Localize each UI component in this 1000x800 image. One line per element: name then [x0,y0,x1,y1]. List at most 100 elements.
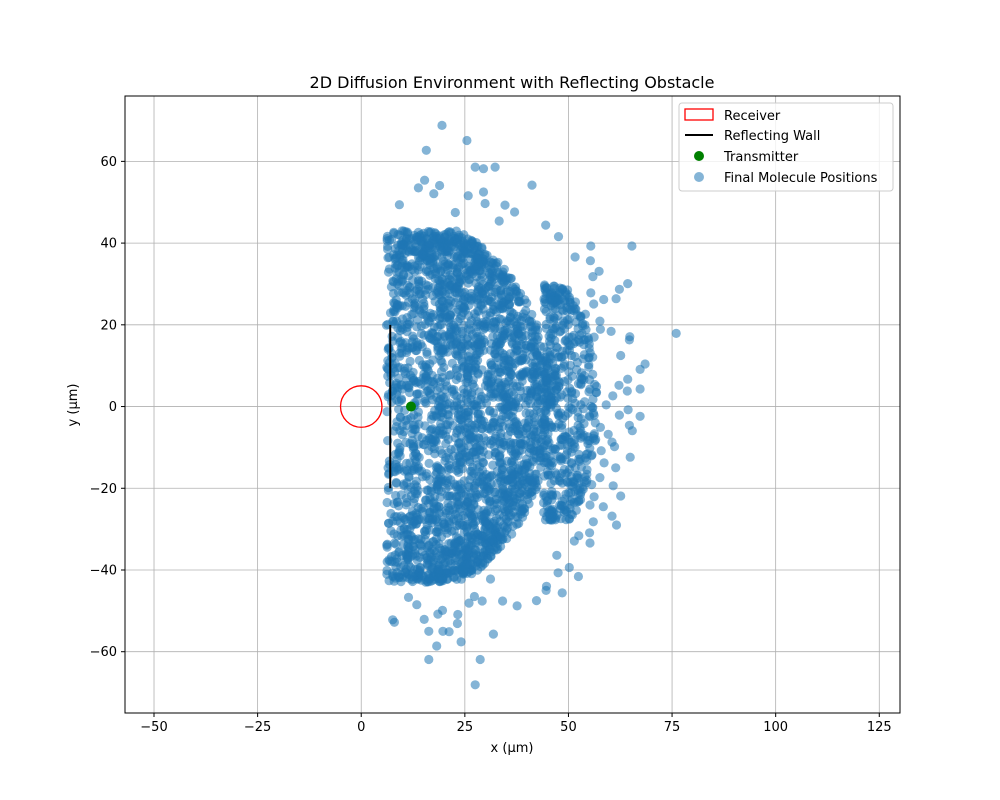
molecule-point [553,568,563,578]
molecule-point [625,452,635,462]
molecule-point [624,335,635,345]
molecule-point [437,286,447,296]
molecule-point [437,120,447,130]
molecule-point [611,520,622,530]
molecule-point [539,488,549,498]
molecule-point [419,301,429,311]
molecule-point [461,428,471,438]
molecule-point [512,382,522,392]
x-tick-label: −50 [140,720,167,735]
molecule-point [549,316,559,326]
molecule-point [580,309,591,319]
legend-wall-label: Reflecting Wall [724,129,820,144]
molecule-points [381,120,681,690]
molecule-point [470,680,480,690]
molecule-point [496,532,506,542]
molecule-point [570,304,580,314]
molecule-point [485,281,495,291]
molecule-point [627,241,637,251]
molecule-point [425,260,435,270]
molecule-point [525,430,535,440]
molecule-point [388,571,398,581]
molecule-point [491,261,502,271]
molecule-point [515,356,525,366]
molecule-point [454,464,464,474]
molecule-point [425,475,435,485]
molecule-point [387,557,397,567]
molecule-point [392,463,402,473]
molecule-point [403,534,413,544]
molecule-point [473,331,483,341]
molecule-point [418,439,428,449]
molecule-point [487,535,497,545]
molecule-point [574,479,584,489]
molecule-point [525,385,535,395]
molecule-point [635,364,645,374]
molecule-point [435,180,445,191]
molecule-point [419,614,429,625]
y-tick-label: 60 [100,155,117,170]
molecule-point [514,296,524,306]
molecule-point [398,275,408,285]
molecule-point [539,416,549,426]
molecule-point [426,384,436,394]
molecule-point [469,382,479,392]
molecule-point [410,448,421,458]
molecule-point [445,398,455,408]
molecule-point [456,637,466,647]
molecule-point [452,428,462,438]
molecule-point [608,391,618,401]
molecule-point [463,310,473,321]
molecule-point [479,324,489,334]
molecule-point [627,426,637,436]
molecule-point [531,478,541,488]
molecule-point [409,498,419,508]
molecule-point [541,376,551,386]
molecule-point [608,481,618,491]
molecule-point [572,470,582,480]
molecule-point [395,451,405,461]
molecule-point [578,354,588,364]
molecule-point [476,400,486,410]
molecule-point [545,351,555,361]
molecule-point [599,294,609,305]
molecule-point [550,444,560,454]
molecule-point [540,440,550,451]
receiver-circle [339,385,383,428]
molecule-point [461,490,472,500]
molecule-point [586,401,596,411]
molecule-point [402,465,412,475]
molecule-point [480,198,490,209]
molecule-point [463,270,473,280]
molecule-point [451,340,461,350]
molecule-point [488,460,498,470]
molecule-point [585,384,595,394]
molecule-point [452,618,462,629]
molecule-point [548,511,559,522]
molecule-point [467,569,477,579]
molecule-point [383,485,393,495]
molecule-point [445,333,455,343]
molecule-point [404,319,414,329]
molecule-point [446,510,456,520]
molecule-point [412,389,422,399]
molecule-point [495,516,505,526]
molecule-point [562,468,573,478]
molecule-point [504,300,515,310]
molecule-point [413,265,423,275]
molecule-point [412,489,422,499]
molecule-point [553,232,564,242]
molecule-point [421,290,431,300]
molecule-point [409,410,419,420]
molecule-point [383,344,393,354]
molecule-point [473,409,483,419]
molecule-point [487,376,497,386]
molecule-point [511,346,522,356]
legend-receiver-label: Receiver [724,109,781,124]
molecule-point [389,307,399,317]
molecule-point [500,507,511,517]
molecule-point [528,337,538,347]
molecule-point [419,330,429,340]
molecule-point [485,574,496,584]
molecule-point [435,383,445,393]
